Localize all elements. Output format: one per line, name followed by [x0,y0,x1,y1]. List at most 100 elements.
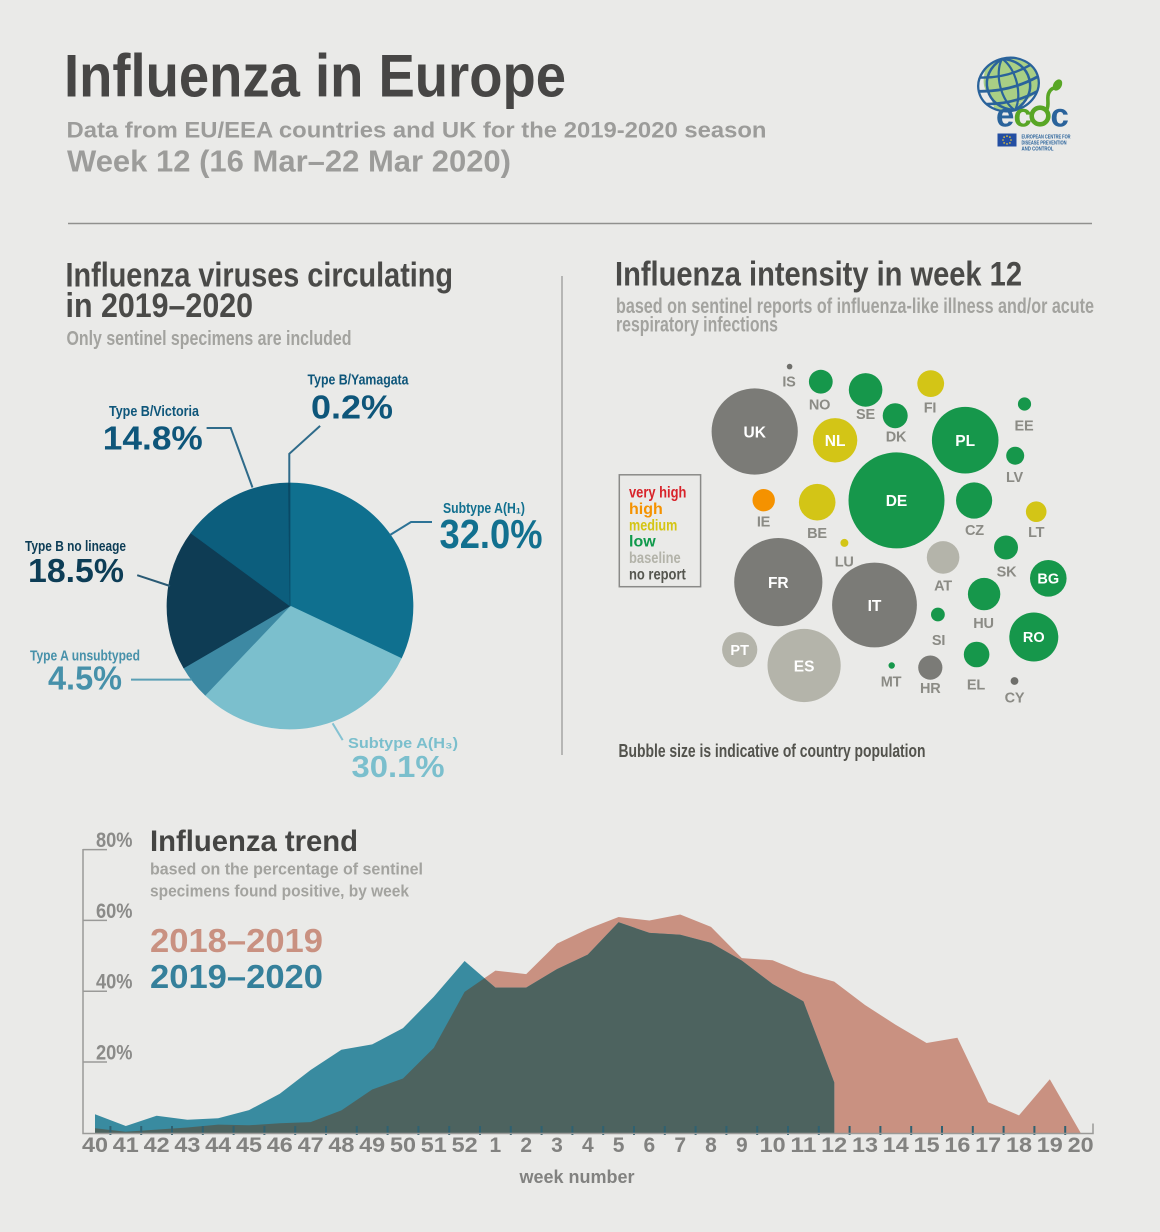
svg-text:41: 41 [113,1134,139,1157]
svg-text:SE: SE [856,407,875,423]
svg-text:DISEASE PREVENTION: DISEASE PREVENTION [1022,141,1067,147]
svg-text:LT: LT [1028,525,1045,541]
svg-text:NO: NO [809,397,830,413]
svg-text:32.0%: 32.0% [440,511,543,557]
svg-text:80%: 80% [96,829,133,852]
svg-text:BG: BG [1037,572,1059,588]
svg-text:4: 4 [582,1134,594,1157]
svg-text:Data from EU/EEA countries and: Data from EU/EEA countries and UK for th… [67,118,767,143]
svg-text:Influenza intensity in week 12: Influenza intensity in week 12 [615,256,1022,294]
svg-text:44: 44 [205,1134,231,1157]
svg-text:16: 16 [944,1134,970,1157]
svg-text:2018–2019: 2018–2019 [150,922,323,959]
svg-text:51: 51 [421,1134,447,1157]
svg-text:in 2019–2020: in 2019–2020 [66,287,254,325]
svg-text:Bubble size is indicative of c: Bubble size is indicative of country pop… [619,741,926,761]
svg-text:LU: LU [835,555,854,571]
svg-text:6: 6 [644,1134,656,1157]
svg-text:UK: UK [744,424,767,441]
svg-text:20%: 20% [96,1041,133,1064]
svg-text:SI: SI [932,633,945,649]
svg-text:low: low [629,534,656,551]
svg-text:PT: PT [730,643,749,659]
svg-text:14.8%: 14.8% [103,419,203,456]
svg-text:8: 8 [705,1134,717,1157]
svg-text:RO: RO [1023,630,1045,646]
svg-text:49: 49 [359,1134,385,1157]
svg-text:19: 19 [1037,1134,1063,1157]
svg-text:FI: FI [924,401,937,417]
svg-text:baseline: baseline [629,550,681,567]
svg-text:HR: HR [920,681,941,697]
svg-text:5: 5 [613,1134,625,1157]
svg-text:13: 13 [852,1134,878,1157]
svg-text:EUROPEAN CENTRE FOR: EUROPEAN CENTRE FOR [1022,135,1071,141]
svg-text:based on sentinel reports of i: based on sentinel reports of influenza-l… [616,295,1094,318]
svg-text:12: 12 [821,1134,847,1157]
svg-text:Type B/Yamagata: Type B/Yamagata [308,372,410,389]
svg-text:Type B no lineage: Type B no lineage [25,538,126,555]
svg-text:3: 3 [551,1134,563,1157]
svg-text:c: c [1014,97,1032,134]
svg-text:LV: LV [1006,470,1024,486]
svg-text:43: 43 [174,1134,200,1157]
svg-text:Influenza viruses circulating: Influenza viruses circulating [66,257,454,295]
svg-text:very high: very high [629,485,686,502]
svg-text:14: 14 [883,1134,909,1157]
svg-text:week number: week number [518,1167,634,1187]
svg-text:ES: ES [794,658,815,675]
svg-text:FR: FR [768,575,789,592]
svg-text:9: 9 [736,1134,748,1157]
svg-text:Only sentinel specimens are in: Only sentinel specimens are included [67,328,352,350]
svg-text:17: 17 [975,1134,1001,1157]
svg-text:MT: MT [881,675,902,691]
svg-text:no report: no report [629,567,686,584]
svg-text:18.5%: 18.5% [28,552,124,589]
svg-text:15: 15 [914,1134,940,1157]
svg-text:2019–2020: 2019–2020 [150,958,323,995]
svg-text:high: high [629,501,663,518]
svg-text:45: 45 [236,1134,262,1157]
svg-text:7: 7 [674,1134,686,1157]
svg-text:47: 47 [298,1134,324,1157]
svg-text:SK: SK [997,565,1017,581]
svg-text:IT: IT [868,598,882,615]
svg-text:11: 11 [790,1134,816,1157]
svg-text:medium: medium [629,517,677,534]
svg-text:46: 46 [267,1134,293,1157]
svg-text:AND CONTROL: AND CONTROL [1022,146,1055,152]
svg-text:40: 40 [82,1134,108,1157]
svg-text:52: 52 [452,1134,478,1157]
svg-text:IE: IE [757,515,771,531]
svg-text:2: 2 [520,1134,532,1157]
svg-text:c: c [1051,97,1069,134]
svg-text:EE: EE [1015,418,1034,434]
svg-text:Type B/Victoria: Type B/Victoria [109,403,200,420]
svg-text:Week 12 (16 Mar–22 Mar 2020): Week 12 (16 Mar–22 Mar 2020) [67,144,511,179]
svg-text:NL: NL [825,433,846,450]
svg-text:respiratory infections: respiratory infections [616,314,778,337]
svg-text:IS: IS [782,375,796,391]
svg-text:HU: HU [973,616,994,632]
svg-text:BE: BE [807,526,827,542]
svg-text:60%: 60% [96,900,133,923]
svg-text:10: 10 [760,1134,786,1157]
svg-text:PL: PL [955,433,975,450]
svg-text:EL: EL [967,677,985,693]
svg-text:Influenza trend: Influenza trend [150,825,358,858]
svg-text:42: 42 [144,1134,170,1157]
svg-text:AT: AT [934,579,952,595]
svg-text:e: e [996,97,1014,134]
svg-text:18: 18 [1006,1134,1032,1157]
svg-text:0.2%: 0.2% [311,389,393,426]
svg-text:Influenza in Europe: Influenza in Europe [64,43,566,110]
svg-text:30.1%: 30.1% [352,749,445,784]
svg-text:DE: DE [886,493,908,510]
svg-text:40%: 40% [96,971,133,994]
svg-text:specimens found positive, by w: specimens found positive, by week [150,882,409,901]
svg-text:Type A unsubtyped: Type A unsubtyped [30,648,140,665]
svg-text:50: 50 [390,1134,416,1157]
svg-text:4.5%: 4.5% [48,660,122,697]
svg-text:Subtype A(H₁): Subtype A(H₁) [443,500,525,517]
svg-text:48: 48 [328,1134,354,1157]
